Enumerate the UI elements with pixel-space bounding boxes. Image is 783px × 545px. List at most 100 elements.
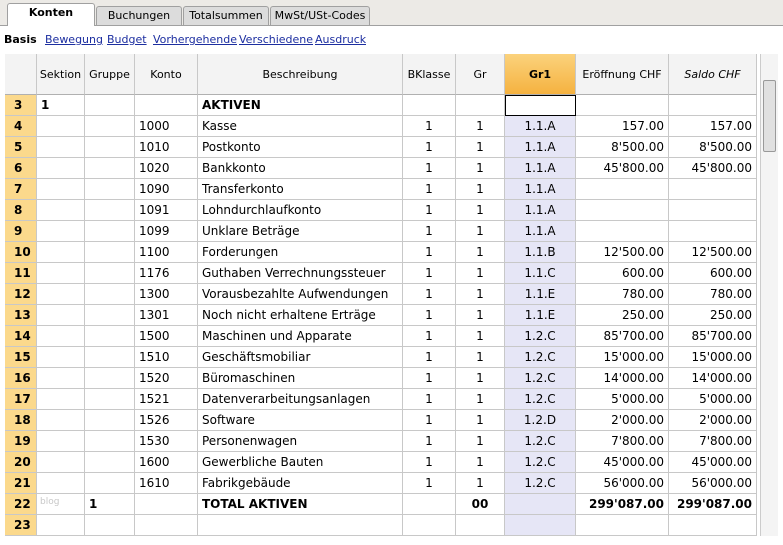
cell[interactable] [37,284,85,305]
cell[interactable]: 1 [403,158,456,179]
cell[interactable]: 1 [403,326,456,347]
cell[interactable]: Noch nicht erhaltene Erträge [198,305,403,326]
view-link[interactable]: Bewegung [45,33,103,46]
tab[interactable]: Konten [7,3,95,26]
cell[interactable]: 1600 [135,452,198,473]
cell[interactable]: 1176 [135,263,198,284]
cell[interactable]: 1521 [135,389,198,410]
cell[interactable]: 1 [403,389,456,410]
cell[interactable]: 1 [456,368,505,389]
cell[interactable] [576,179,669,200]
cell[interactable]: 1.1.A [505,137,576,158]
column-header[interactable]: Saldo CHF [669,54,757,95]
cell[interactable] [505,95,576,116]
cell[interactable] [85,347,135,368]
cell[interactable]: 5'000.00 [576,389,669,410]
cell[interactable]: 56'000.00 [576,473,669,494]
cell[interactable]: 157.00 [669,116,757,137]
cell[interactable] [85,515,135,536]
cell[interactable] [37,179,85,200]
cell[interactable]: 1 [403,263,456,284]
cell[interactable]: 45'000.00 [669,452,757,473]
column-header[interactable]: Sektion [37,54,85,95]
cell[interactable]: Kasse [198,116,403,137]
cell[interactable]: 1.1.E [505,305,576,326]
cell[interactable]: 1 [456,242,505,263]
scrollbar[interactable] [760,54,778,536]
cell[interactable]: Software [198,410,403,431]
cell[interactable]: 1610 [135,473,198,494]
cell[interactable]: 1526 [135,410,198,431]
cell[interactable] [85,242,135,263]
cell[interactable] [85,200,135,221]
view-link[interactable]: Budget [107,33,147,46]
cell[interactable] [85,284,135,305]
cell[interactable] [37,452,85,473]
cell[interactable] [669,95,757,116]
cell[interactable] [37,347,85,368]
cell[interactable] [85,137,135,158]
cell[interactable]: 7'800.00 [576,431,669,452]
cell[interactable]: 1 [456,116,505,137]
cell[interactable] [85,368,135,389]
cell[interactable]: 1.1.A [505,200,576,221]
cell[interactable]: 1 [403,242,456,263]
cell[interactable]: 1520 [135,368,198,389]
cell[interactable] [37,116,85,137]
cell[interactable]: 1 [456,221,505,242]
cell[interactable]: Unklare Beträge [198,221,403,242]
cell[interactable]: 1.2.C [505,326,576,347]
cell[interactable]: Forderungen [198,242,403,263]
cell[interactable]: 1.2.C [505,452,576,473]
tab[interactable]: Buchungen [96,6,182,25]
cell[interactable] [37,200,85,221]
view-link[interactable]: Basis [4,33,37,46]
cell[interactable]: 780.00 [669,284,757,305]
cell[interactable]: 1.1.A [505,179,576,200]
cell[interactable]: 1.2.D [505,410,576,431]
cell[interactable]: 2'000.00 [669,410,757,431]
cell[interactable]: 8'500.00 [576,137,669,158]
column-header[interactable]: Gr1 [505,54,576,95]
view-link[interactable]: Verschiedene [239,33,313,46]
view-link[interactable]: Vorhergehende [153,33,237,46]
cell[interactable]: 1.2.C [505,389,576,410]
cell[interactable]: 1 [403,221,456,242]
cell[interactable]: 1 [456,263,505,284]
cell[interactable]: Postkonto [198,137,403,158]
cell[interactable]: 1500 [135,326,198,347]
cell[interactable]: 5'000.00 [669,389,757,410]
cell[interactable]: Transferkonto [198,179,403,200]
cell[interactable]: 1091 [135,200,198,221]
cell[interactable]: 1.2.C [505,347,576,368]
cell[interactable]: 1.1.E [505,284,576,305]
cell[interactable]: 85'700.00 [576,326,669,347]
cell[interactable] [85,305,135,326]
cell[interactable]: 1.2.C [505,368,576,389]
cell[interactable]: 1 [403,137,456,158]
cell[interactable]: 1 [403,179,456,200]
column-header[interactable]: Beschreibung [198,54,403,95]
cell[interactable] [37,137,85,158]
cell[interactable] [37,389,85,410]
cell[interactable] [37,263,85,284]
cell[interactable]: 1 [456,179,505,200]
cell[interactable]: 14'000.00 [669,368,757,389]
cell[interactable] [576,200,669,221]
cell[interactable]: 45'000.00 [576,452,669,473]
cell[interactable]: 1 [403,284,456,305]
column-header[interactable]: Gruppe [85,54,135,95]
cell[interactable]: 600.00 [576,263,669,284]
cell[interactable]: Gewerbliche Bauten [198,452,403,473]
cell[interactable] [37,368,85,389]
cell[interactable]: 56'000.00 [669,473,757,494]
cell[interactable]: 1 [456,347,505,368]
cell[interactable]: 1 [456,389,505,410]
cell[interactable]: 157.00 [576,116,669,137]
cell[interactable]: 1.1.C [505,263,576,284]
column-header[interactable]: BKlasse [403,54,456,95]
cell[interactable]: 85'700.00 [669,326,757,347]
cell[interactable]: 1 [456,326,505,347]
cell[interactable]: 299'087.00 [576,494,669,515]
cell[interactable] [37,410,85,431]
